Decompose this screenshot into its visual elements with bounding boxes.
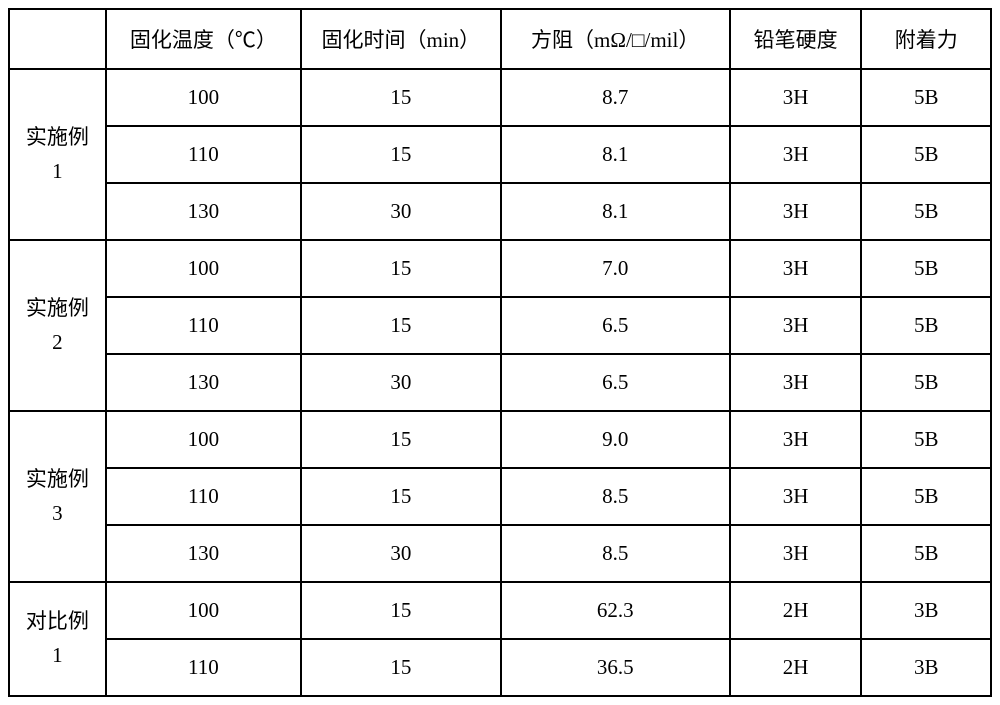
cell-hard: 3H xyxy=(730,183,862,240)
cell-hard: 3H xyxy=(730,69,862,126)
cell-adh: 5B xyxy=(861,240,991,297)
cell-hard: 3H xyxy=(730,354,862,411)
cell-res: 8.5 xyxy=(501,468,730,525)
data-table: 固化温度（℃） 固化时间（min） 方阻（mΩ/□/mil） 铅笔硬度 附着力 … xyxy=(8,8,992,697)
cell-adh: 5B xyxy=(861,468,991,525)
cell-hard: 3H xyxy=(730,240,862,297)
group-label: 实施例 1 xyxy=(9,69,106,240)
cell-temp: 130 xyxy=(106,183,301,240)
cell-res: 7.0 xyxy=(501,240,730,297)
cell-temp: 100 xyxy=(106,582,301,639)
cell-time: 30 xyxy=(301,525,500,582)
cell-adh: 3B xyxy=(861,639,991,696)
cell-res: 6.5 xyxy=(501,297,730,354)
cell-time: 15 xyxy=(301,582,500,639)
group-label: 实施例 2 xyxy=(9,240,106,411)
cell-temp: 100 xyxy=(106,69,301,126)
cell-adh: 3B xyxy=(861,582,991,639)
cell-hard: 3H xyxy=(730,525,862,582)
cell-temp: 110 xyxy=(106,468,301,525)
cell-adh: 5B xyxy=(861,126,991,183)
header-blank xyxy=(9,9,106,69)
table-row: 实施例 2 100 15 7.0 3H 5B xyxy=(9,240,991,297)
cell-hard: 3H xyxy=(730,126,862,183)
group-label-line1: 对比例 xyxy=(26,605,89,639)
cell-res: 36.5 xyxy=(501,639,730,696)
table-row: 110 15 36.5 2H 3B xyxy=(9,639,991,696)
header-temp: 固化温度（℃） xyxy=(106,9,301,69)
group-label-line2: 2 xyxy=(52,326,63,360)
table-row: 130 30 8.1 3H 5B xyxy=(9,183,991,240)
table-row: 对比例 1 100 15 62.3 2H 3B xyxy=(9,582,991,639)
group-label: 对比例 1 xyxy=(9,582,106,696)
table-header-row: 固化温度（℃） 固化时间（min） 方阻（mΩ/□/mil） 铅笔硬度 附着力 xyxy=(9,9,991,69)
table-row: 130 30 8.5 3H 5B xyxy=(9,525,991,582)
table-row: 110 15 8.1 3H 5B xyxy=(9,126,991,183)
group-label-line2: 3 xyxy=(52,497,63,531)
cell-time: 30 xyxy=(301,354,500,411)
cell-time: 15 xyxy=(301,411,500,468)
header-time: 固化时间（min） xyxy=(301,9,500,69)
cell-time: 15 xyxy=(301,69,500,126)
group-label: 实施例 3 xyxy=(9,411,106,582)
cell-temp: 100 xyxy=(106,411,301,468)
table-body: 实施例 1 100 15 8.7 3H 5B 110 15 8.1 3H 5B … xyxy=(9,69,991,696)
cell-adh: 5B xyxy=(861,354,991,411)
group-label-line1: 实施例 xyxy=(26,463,89,497)
cell-adh: 5B xyxy=(861,525,991,582)
header-res: 方阻（mΩ/□/mil） xyxy=(501,9,730,69)
cell-res: 8.7 xyxy=(501,69,730,126)
cell-temp: 110 xyxy=(106,126,301,183)
cell-time: 30 xyxy=(301,183,500,240)
cell-time: 15 xyxy=(301,240,500,297)
cell-res: 8.5 xyxy=(501,525,730,582)
cell-res: 9.0 xyxy=(501,411,730,468)
cell-hard: 3H xyxy=(730,297,862,354)
cell-adh: 5B xyxy=(861,297,991,354)
cell-temp: 130 xyxy=(106,354,301,411)
cell-adh: 5B xyxy=(861,411,991,468)
group-label-line1: 实施例 xyxy=(26,121,89,155)
cell-hard: 2H xyxy=(730,582,862,639)
table-row: 110 15 6.5 3H 5B xyxy=(9,297,991,354)
cell-hard: 3H xyxy=(730,411,862,468)
group-label-line2: 1 xyxy=(52,155,63,189)
cell-time: 15 xyxy=(301,639,500,696)
cell-time: 15 xyxy=(301,297,500,354)
cell-temp: 130 xyxy=(106,525,301,582)
group-label-line1: 实施例 xyxy=(26,292,89,326)
cell-res: 62.3 xyxy=(501,582,730,639)
table-row: 130 30 6.5 3H 5B xyxy=(9,354,991,411)
header-adh: 附着力 xyxy=(861,9,991,69)
cell-res: 6.5 xyxy=(501,354,730,411)
cell-time: 15 xyxy=(301,126,500,183)
table-row: 实施例 3 100 15 9.0 3H 5B xyxy=(9,411,991,468)
header-hard: 铅笔硬度 xyxy=(730,9,862,69)
table-row: 110 15 8.5 3H 5B xyxy=(9,468,991,525)
table-row: 实施例 1 100 15 8.7 3H 5B xyxy=(9,69,991,126)
cell-temp: 110 xyxy=(106,639,301,696)
cell-hard: 2H xyxy=(730,639,862,696)
cell-res: 8.1 xyxy=(501,183,730,240)
cell-temp: 100 xyxy=(106,240,301,297)
group-label-line2: 1 xyxy=(52,639,63,673)
cell-adh: 5B xyxy=(861,69,991,126)
cell-temp: 110 xyxy=(106,297,301,354)
cell-hard: 3H xyxy=(730,468,862,525)
cell-time: 15 xyxy=(301,468,500,525)
cell-res: 8.1 xyxy=(501,126,730,183)
cell-adh: 5B xyxy=(861,183,991,240)
